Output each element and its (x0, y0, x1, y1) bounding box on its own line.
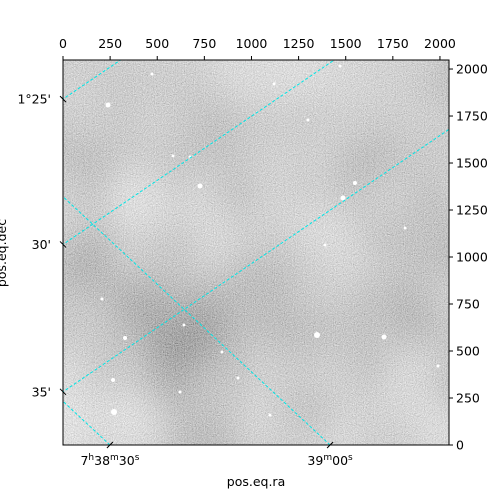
wcs-x-tick-label: 7h38m30s (80, 453, 139, 468)
wcs-y-tick-label: 30' (32, 237, 51, 252)
image (63, 60, 449, 445)
wcs-y-tick (59, 388, 67, 396)
wcs-y-tick-label: 1°25' (17, 92, 51, 107)
y-axis-label: pos.eq.dec (0, 219, 9, 287)
y-tick-label: 750 (456, 297, 480, 312)
y-tick-label: 0 (456, 438, 464, 453)
x-tick-label: 1500 (330, 36, 362, 51)
x-axis-label: pos.eq.ra (227, 474, 285, 489)
x-tick-label: 750 (192, 36, 216, 51)
wcs-x-tick (106, 441, 114, 449)
x-tick-label: 500 (145, 36, 169, 51)
y-tick-label: 250 (456, 391, 480, 406)
wcs-y-tick-label: 35' (32, 384, 51, 399)
x-tick-label: 0 (59, 36, 67, 51)
grid-line (63, 195, 331, 445)
x-tick-label: 250 (98, 36, 122, 51)
y-tick-label: 1500 (456, 156, 488, 171)
stars (100, 64, 440, 417)
wcs-y-tick (59, 95, 67, 103)
x-tick-label: 1750 (377, 36, 409, 51)
plot-frame (62, 59, 450, 446)
wcs-x-tick-label: 39m00s (307, 453, 353, 468)
x-tick-label: 2000 (424, 36, 456, 51)
y-tick-label: 1000 (456, 250, 488, 265)
wcs-y-tick (59, 241, 67, 248)
y-tick-label: 1750 (456, 109, 488, 124)
wcs-x-tick (326, 441, 334, 449)
x-tick-label: 1250 (283, 36, 315, 51)
y-tick-label: 500 (456, 344, 480, 359)
y-tick-label: 2000 (456, 62, 488, 77)
y-tick-label: 1250 (456, 203, 488, 218)
x-tick-label: 1000 (236, 36, 268, 51)
